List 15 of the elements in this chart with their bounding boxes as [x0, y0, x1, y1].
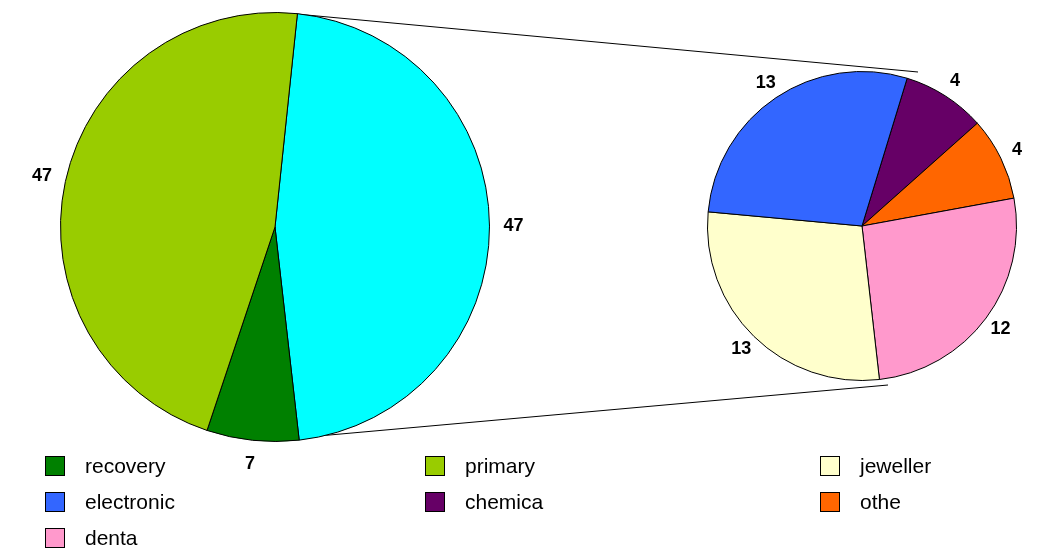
legend-label: othe — [860, 490, 901, 514]
data-label: 4 — [950, 69, 961, 90]
data-label: 13 — [731, 338, 752, 359]
legend-label: electronic — [85, 490, 175, 514]
data-label: 7 — [245, 453, 256, 474]
data-label: 47 — [31, 165, 52, 186]
data-label: 47 — [503, 214, 524, 235]
data-label: 12 — [990, 317, 1011, 338]
legend-label: recovery — [85, 454, 166, 478]
legend-label: chemica — [465, 490, 544, 514]
legend-label: primary — [465, 454, 536, 478]
legend-label: jeweller — [860, 454, 932, 478]
data-label: 4 — [1011, 139, 1022, 160]
data-label: 13 — [755, 71, 776, 92]
legend-label: denta — [85, 526, 138, 550]
